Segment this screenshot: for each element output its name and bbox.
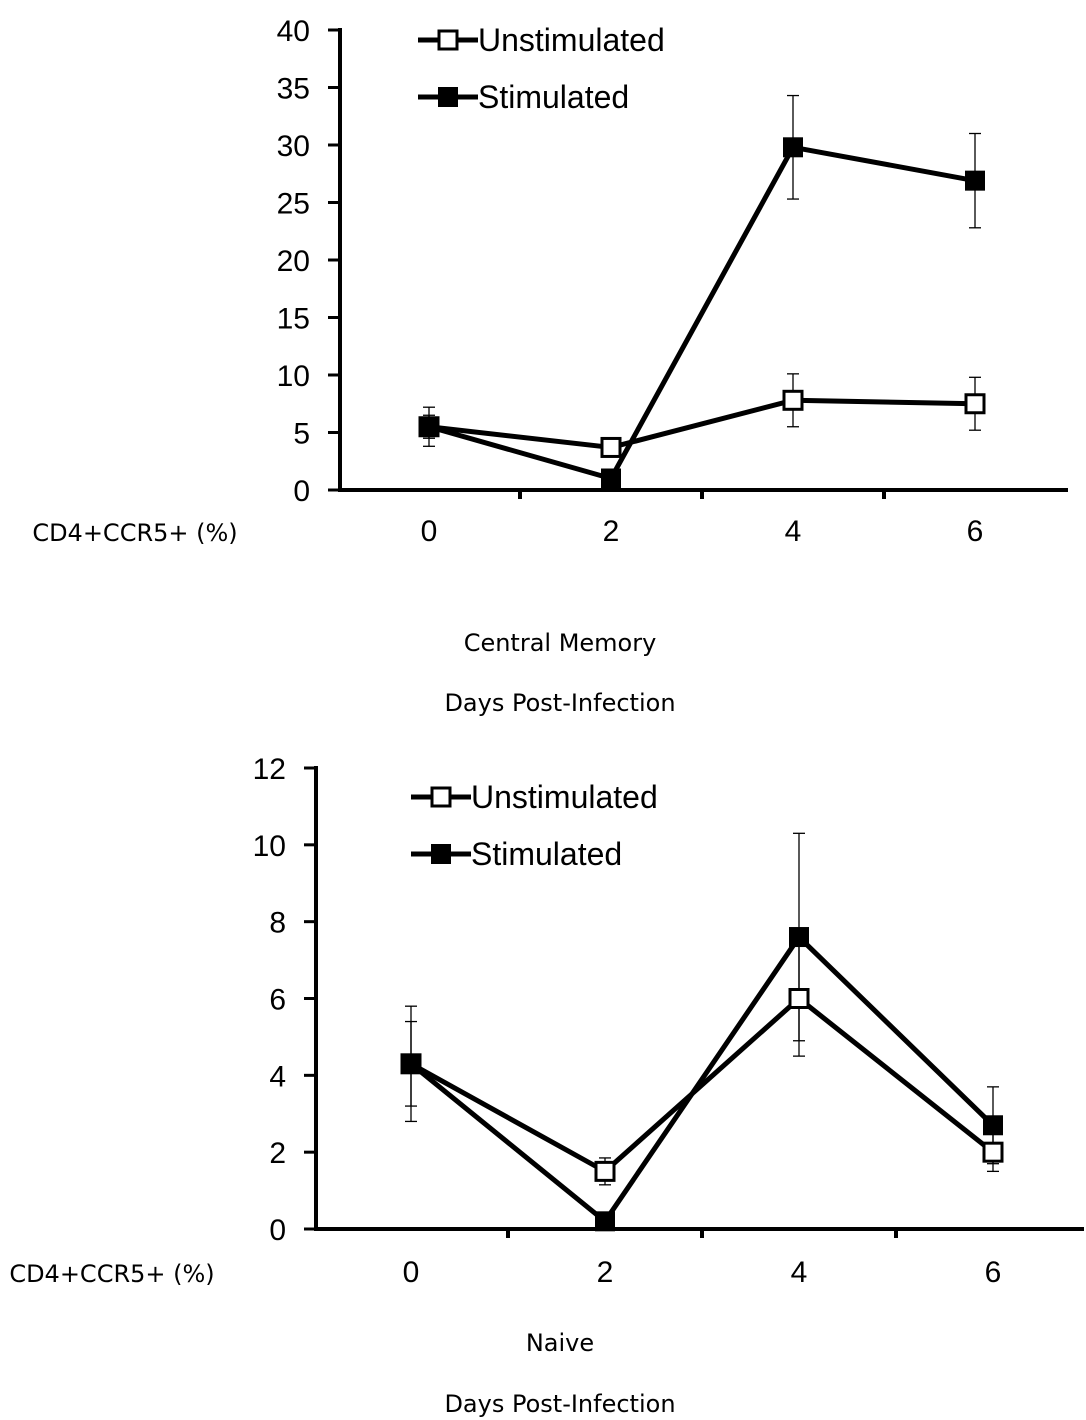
data-point-unstimulated <box>964 393 986 415</box>
chart-title: Naive <box>526 1329 594 1357</box>
x-axis-label: Days Post-Infection <box>444 1390 675 1418</box>
data-point-unstimulated <box>982 1141 1004 1163</box>
y-tick-label: 4 <box>269 1060 286 1093</box>
chart-panel-1: 0 2 4 6 8 10 12 0 2 4 6 Unstimulated Stimulated CD4+C… <box>9 753 1084 1418</box>
x-tick-label: 6 <box>985 1256 1002 1289</box>
legend-label: Unstimulated <box>471 779 658 815</box>
legend-marker <box>431 844 451 864</box>
legend-marker <box>437 29 459 51</box>
series-line-stimulated <box>409 934 995 1224</box>
series-line-stimulated <box>428 144 976 481</box>
legend-label: Unstimulated <box>478 22 665 58</box>
y-tick-label: 2 <box>269 1137 286 1170</box>
data-point-stimulated <box>789 927 809 948</box>
y-tick-label: 15 <box>277 303 310 336</box>
x-tick-label: 6 <box>967 515 984 548</box>
data-point-unstimulated <box>782 389 804 411</box>
x-tick-label: 0 <box>421 515 438 548</box>
y-tick-label: 10 <box>253 830 286 863</box>
x-tick-label: 0 <box>403 1256 420 1289</box>
data-point-unstimulated <box>594 1160 616 1182</box>
x-tick-label: 4 <box>785 515 802 548</box>
chart-panel-0: 0 5 10 15 20 25 30 35 40 0 2 4 6 Unstimulated Stimulat… <box>32 15 1068 717</box>
legend-label: Stimulated <box>478 79 629 115</box>
y-tick-label: 5 <box>293 418 310 451</box>
data-point-stimulated <box>401 1053 421 1074</box>
y-tick-label: 10 <box>277 360 310 393</box>
y-tick-label: 0 <box>269 1214 286 1247</box>
y-tick-label: 30 <box>277 130 310 163</box>
y-tick-label: 6 <box>269 984 286 1017</box>
y-axis-label: CD4+CCR5+ (%) <box>32 519 237 547</box>
data-point-stimulated <box>419 416 439 437</box>
y-tick-label: 20 <box>277 245 310 278</box>
data-point-stimulated <box>965 170 985 191</box>
series-line-unstimulated <box>409 996 995 1174</box>
x-tick-label: 2 <box>603 515 620 548</box>
x-tick-label: 4 <box>791 1256 808 1289</box>
y-tick-label: 12 <box>253 753 286 786</box>
data-point-unstimulated <box>600 436 622 458</box>
series-line-unstimulated <box>428 397 976 450</box>
y-tick-label: 35 <box>277 73 310 106</box>
legend-marker <box>430 786 452 808</box>
x-tick-label: 2 <box>597 1256 614 1289</box>
data-point-stimulated <box>783 137 803 158</box>
y-tick-label: 40 <box>277 15 310 48</box>
legend-marker <box>438 87 458 107</box>
data-point-unstimulated <box>788 988 810 1009</box>
x-axis-label: Days Post-Infection <box>444 689 675 717</box>
y-axis-label: CD4+CCR5+ (%) <box>9 1260 214 1288</box>
y-tick-label: 8 <box>269 907 286 940</box>
y-tick-label: 25 <box>277 188 310 221</box>
legend-label: Stimulated <box>471 836 622 872</box>
chart-title: Central Memory <box>464 629 657 657</box>
y-tick-label: 0 <box>293 475 310 508</box>
data-point-stimulated <box>983 1115 1003 1136</box>
data-point-stimulated <box>595 1211 615 1232</box>
data-point-stimulated <box>601 468 621 489</box>
